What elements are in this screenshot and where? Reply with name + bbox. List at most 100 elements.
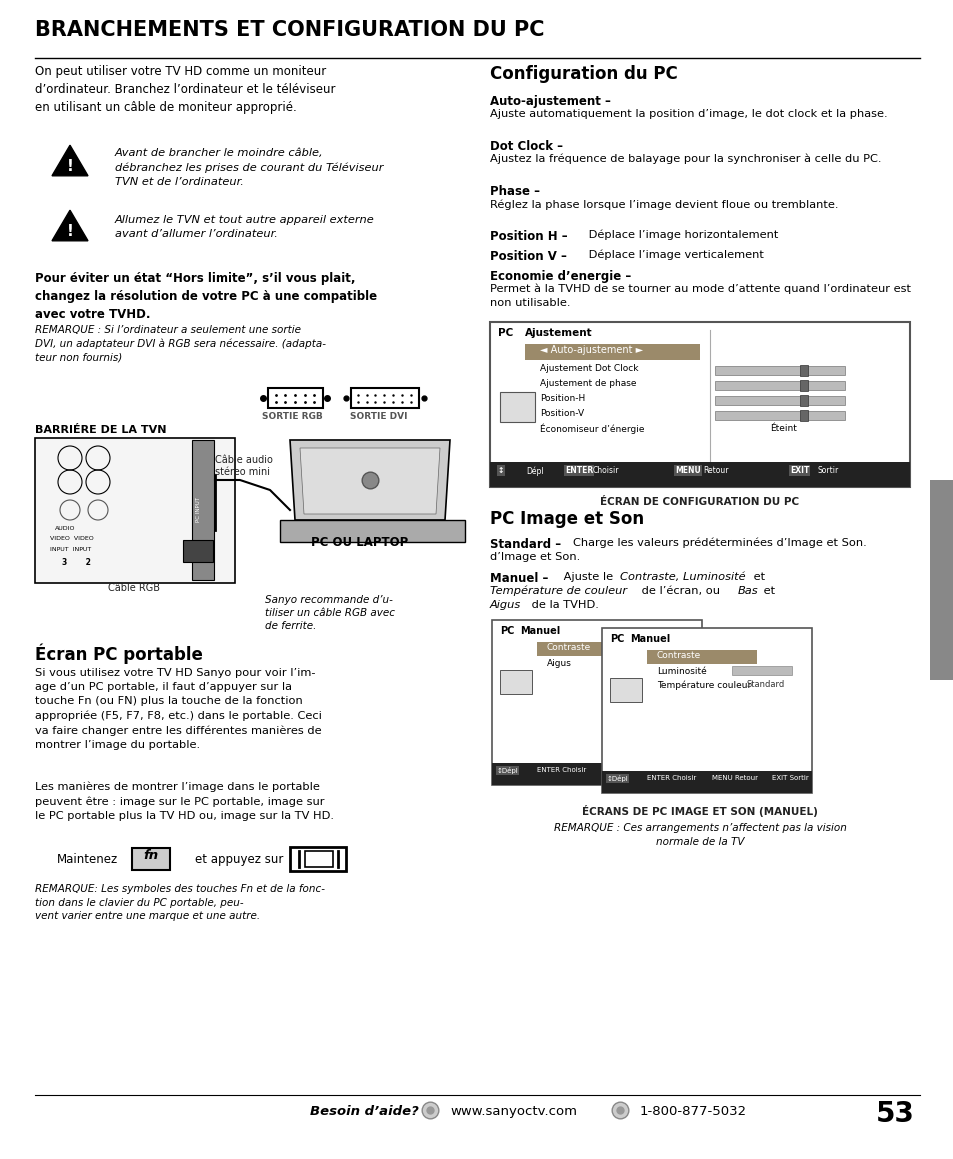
Text: et appuyez sur: et appuyez sur (194, 853, 283, 866)
Text: ↕Dépl: ↕Dépl (606, 775, 628, 782)
Text: Sanyo recommande d’u-
tiliser un câble RGB avec
de ferrite.: Sanyo recommande d’u- tiliser un câble R… (265, 595, 395, 632)
Text: Choisir: Choisir (593, 466, 618, 475)
Text: Sortir: Sortir (817, 466, 839, 475)
Text: Ajustement Dot Clock: Ajustement Dot Clock (539, 364, 638, 373)
Text: PC: PC (609, 634, 623, 644)
Text: REMARQUE : Si l’ordinateur a seulement une sortie
DVI, un adaptateur DVI à RGB s: REMARQUE : Si l’ordinateur a seulement u… (35, 325, 326, 362)
Text: 53: 53 (875, 1100, 914, 1128)
Bar (305, 851, 333, 867)
Bar (280, 520, 464, 542)
Text: Ajustement de phase: Ajustement de phase (539, 379, 636, 388)
Bar (714, 366, 844, 376)
Text: Manuel: Manuel (519, 626, 559, 636)
Text: EXIT Sortir: EXIT Sortir (771, 775, 808, 781)
Text: ENTER Choisir: ENTER Choisir (646, 775, 696, 781)
Bar (800, 395, 807, 406)
Text: Déplace l’image verticalement: Déplace l’image verticalement (584, 250, 763, 261)
Text: MENU Retour: MENU Retour (711, 775, 758, 781)
Text: Pour éviter un état “Hors limite”, s’il vous plait,
changez la résolution de vot: Pour éviter un état “Hors limite”, s’il … (35, 272, 376, 321)
Text: !: ! (67, 225, 73, 239)
Text: PC INPUT: PC INPUT (195, 497, 201, 523)
Text: Déplace l’image horizontalement: Déplace l’image horizontalement (584, 229, 778, 241)
Bar (800, 365, 807, 376)
Text: Configuration du PC: Configuration du PC (490, 65, 677, 83)
Bar (290, 847, 346, 872)
Text: 1-800-877-5032: 1-800-877-5032 (639, 1105, 746, 1118)
Text: Standard –: Standard – (490, 538, 560, 551)
Text: Position V –: Position V – (490, 250, 566, 263)
Text: Ajustement: Ajustement (524, 328, 592, 338)
Text: PC Image et Son: PC Image et Son (490, 510, 643, 529)
Text: non utilisable.: non utilisable. (490, 298, 570, 308)
Bar (268, 388, 323, 408)
Text: Position-H: Position-H (539, 394, 584, 403)
Text: PC: PC (497, 328, 513, 338)
Text: de la TVHD.: de la TVHD. (527, 600, 598, 610)
Text: fn: fn (143, 850, 158, 862)
Text: Éteint: Éteint (769, 424, 796, 433)
Text: Dot Clock –: Dot Clock – (490, 140, 562, 153)
Bar (492, 620, 701, 785)
Bar (601, 771, 811, 793)
Polygon shape (290, 440, 450, 520)
Bar (714, 396, 844, 404)
Text: Câble RGB: Câble RGB (108, 583, 160, 593)
Bar (35, 438, 234, 583)
Bar (609, 678, 641, 702)
Text: Aigus: Aigus (490, 600, 520, 610)
Text: Dépl: Dépl (525, 466, 543, 475)
Text: MENU: MENU (675, 466, 700, 475)
Text: PC OU LAPTOP: PC OU LAPTOP (311, 535, 408, 549)
Bar (714, 411, 844, 420)
Bar (646, 650, 757, 664)
Text: INPUT  INPUT: INPUT INPUT (50, 547, 91, 552)
Bar (800, 410, 807, 421)
Bar (537, 642, 637, 656)
Text: REMARQUE : Ces arrangements n’affectent pas la vision: REMARQUE : Ces arrangements n’affectent … (553, 823, 845, 833)
Text: EXIT: EXIT (789, 466, 808, 475)
Text: SORTIE RGB: SORTIE RGB (262, 411, 322, 421)
Text: www.sanyoctv.com: www.sanyoctv.com (450, 1105, 577, 1118)
Text: REMARQUE: Les symboles des touches Fn et de la fonc-
tion dans le clavier du PC : REMARQUE: Les symboles des touches Fn et… (35, 884, 325, 921)
Bar (714, 381, 844, 389)
Text: Économiseur d’énergie: Économiseur d’énergie (539, 424, 644, 435)
Polygon shape (299, 449, 439, 513)
Text: ÉCRANS DE PC IMAGE ET SON (MANUEL): ÉCRANS DE PC IMAGE ET SON (MANUEL) (581, 806, 817, 817)
Bar (929, 480, 953, 680)
Text: SORTIE DVI: SORTIE DVI (350, 411, 407, 421)
Text: Permet à la TVHD de se tourner au mode d’attente quand l’ordinateur est: Permet à la TVHD de se tourner au mode d… (490, 284, 910, 294)
Text: Charge les valeurs prédéterminées d’Image et Son.: Charge les valeurs prédéterminées d’Imag… (573, 538, 866, 548)
Text: Retour: Retour (702, 466, 728, 475)
Text: PC: PC (499, 626, 514, 636)
Text: et: et (760, 586, 774, 596)
Text: Position-V: Position-V (539, 409, 583, 418)
Text: Câble audio
stéreo mini: Câble audio stéreo mini (214, 455, 273, 476)
Text: et: et (749, 573, 764, 582)
Bar (132, 848, 170, 870)
Text: de l’écran, ou: de l’écran, ou (638, 586, 723, 596)
Text: Manuel: Manuel (629, 634, 670, 644)
Text: ◄ Auto-ajustement ►: ◄ Auto-ajustement ► (539, 345, 642, 355)
Polygon shape (52, 210, 88, 241)
Bar (490, 462, 909, 487)
Text: Réglez la phase lorsque l’image devient floue ou tremblante.: Réglez la phase lorsque l’image devient … (490, 199, 838, 210)
Text: Ajuste automatiquement la position d’image, le dot clock et la phase.: Ajuste automatiquement la position d’ima… (490, 109, 886, 119)
Text: Allumez le TVN et tout autre appareil externe
avant d’allumer l’ordinateur.: Allumez le TVN et tout autre appareil ex… (115, 216, 375, 239)
Text: Economie d’energie –: Economie d’energie – (490, 270, 631, 283)
Text: Les manières de montrer l’image dans le portable
peuvent être : image sur le PC : Les manières de montrer l’image dans le … (35, 782, 334, 822)
Bar (499, 670, 532, 694)
Text: Phase –: Phase – (490, 185, 539, 198)
Bar (492, 763, 701, 785)
Text: Ajuste le: Ajuste le (559, 573, 616, 582)
Polygon shape (499, 392, 535, 422)
Text: Contraste, Luminosité: Contraste, Luminosité (619, 573, 745, 582)
Bar (524, 344, 700, 360)
Bar (601, 628, 811, 793)
Text: Luminosité: Luminosité (657, 666, 706, 676)
Text: BRANCHEMENTS ET CONFIGURATION DU PC: BRANCHEMENTS ET CONFIGURATION DU PC (35, 20, 544, 41)
Bar (351, 388, 418, 408)
Bar (800, 380, 807, 391)
Text: normale de la TV: normale de la TV (655, 837, 743, 847)
Text: Position H –: Position H – (490, 229, 567, 243)
Text: Ajustez la fréquence de balayage pour la synchroniser à celle du PC.: Ajustez la fréquence de balayage pour la… (490, 154, 881, 165)
